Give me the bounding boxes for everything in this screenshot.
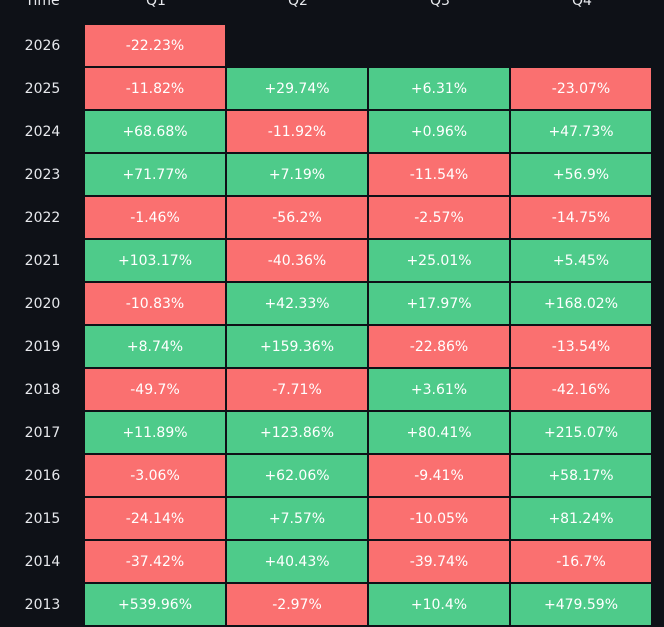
return-cell[interactable]: +103.17% (85, 240, 225, 281)
return-cell[interactable]: -22.23% (85, 25, 225, 66)
return-cell[interactable]: +11.89% (85, 412, 225, 453)
return-cell[interactable]: +62.06% (227, 455, 367, 496)
return-cell[interactable]: +7.19% (227, 154, 367, 195)
return-cell[interactable]: -40.36% (227, 240, 367, 281)
header-q3[interactable]: Q3 (430, 0, 450, 9)
return-cell[interactable]: -49.7% (85, 369, 225, 410)
return-cell[interactable]: +3.61% (369, 369, 509, 410)
return-cell[interactable]: +68.68% (85, 111, 225, 152)
empty-cell (369, 25, 509, 66)
return-cell[interactable]: +58.17% (511, 455, 651, 496)
return-cell[interactable]: +123.86% (227, 412, 367, 453)
return-cell[interactable]: +6.31% (369, 68, 509, 109)
table-row: 2025 -11.82% +29.74% +6.31% -23.07% (0, 68, 664, 109)
return-cell[interactable]: -11.92% (227, 111, 367, 152)
year-label: 2026 (24, 37, 61, 54)
header-time[interactable]: Time (25, 0, 60, 9)
return-cell[interactable]: +5.45% (511, 240, 651, 281)
return-cell[interactable]: -37.42% (85, 541, 225, 582)
return-cell[interactable]: +10.4% (369, 584, 509, 625)
table-row: 2022 -1.46% -56.2% -2.57% -14.75% (0, 197, 664, 238)
return-cell[interactable]: +81.24% (511, 498, 651, 539)
return-cell[interactable]: -2.57% (369, 197, 509, 238)
table-row: 2015 -24.14% +7.57% -10.05% +81.24% (0, 498, 664, 539)
return-cell[interactable]: +17.97% (369, 283, 509, 324)
return-cell[interactable]: -10.83% (85, 283, 225, 324)
return-cell[interactable]: +479.59% (511, 584, 651, 625)
return-cell[interactable]: -24.14% (85, 498, 225, 539)
year-label: 2020 (24, 295, 61, 312)
return-cell[interactable]: +215.07% (511, 412, 651, 453)
year-label: 2017 (24, 424, 61, 441)
year-label: 2025 (24, 80, 61, 97)
return-cell[interactable]: -3.06% (85, 455, 225, 496)
return-cell[interactable]: +25.01% (369, 240, 509, 281)
year-label: 2021 (24, 252, 61, 269)
year-label: 2018 (24, 381, 61, 398)
return-cell[interactable]: +56.9% (511, 154, 651, 195)
return-cell[interactable]: -1.46% (85, 197, 225, 238)
empty-cell (511, 25, 651, 66)
year-label: 2016 (24, 467, 61, 484)
return-cell[interactable]: -56.2% (227, 197, 367, 238)
return-cell[interactable]: -23.07% (511, 68, 651, 109)
table-row: 2016 -3.06% +62.06% -9.41% +58.17% (0, 455, 664, 496)
return-cell[interactable]: +7.57% (227, 498, 367, 539)
table-row: 2014 -37.42% +40.43% -39.74% -16.7% (0, 541, 664, 582)
table-row: 2021 +103.17% -40.36% +25.01% +5.45% (0, 240, 664, 281)
return-cell[interactable]: +539.96% (85, 584, 225, 625)
table-row: 2026 -22.23% (0, 25, 664, 66)
table-row: 2019 +8.74% +159.36% -22.86% -13.54% (0, 326, 664, 367)
return-cell[interactable]: -14.75% (511, 197, 651, 238)
return-cell[interactable]: +80.41% (369, 412, 509, 453)
return-cell[interactable]: -13.54% (511, 326, 651, 367)
table-row: 2018 -49.7% -7.71% +3.61% -42.16% (0, 369, 664, 410)
table-row: 2020 -10.83% +42.33% +17.97% +168.02% (0, 283, 664, 324)
return-cell[interactable]: -22.86% (369, 326, 509, 367)
return-cell[interactable]: +0.96% (369, 111, 509, 152)
empty-cell (227, 25, 367, 66)
return-cell[interactable]: +159.36% (227, 326, 367, 367)
return-cell[interactable]: +168.02% (511, 283, 651, 324)
return-cell[interactable]: -2.97% (227, 584, 367, 625)
header-q2[interactable]: Q2 (288, 0, 308, 9)
return-cell[interactable]: -16.7% (511, 541, 651, 582)
return-cell[interactable]: -11.54% (369, 154, 509, 195)
return-cell[interactable]: -11.82% (85, 68, 225, 109)
year-label: 2013 (24, 596, 61, 613)
table-row: 2017 +11.89% +123.86% +80.41% +215.07% (0, 412, 664, 453)
header-q1[interactable]: Q1 (146, 0, 166, 9)
return-cell[interactable]: -9.41% (369, 455, 509, 496)
year-label: 2024 (24, 123, 61, 140)
return-cell[interactable]: -7.71% (227, 369, 367, 410)
table-row: 2013 +539.96% -2.97% +10.4% +479.59% (0, 584, 664, 625)
table-header: Time Q1 Q2 Q3 Q4 (0, 0, 664, 21)
return-cell[interactable]: +47.73% (511, 111, 651, 152)
return-cell[interactable]: -10.05% (369, 498, 509, 539)
return-cell[interactable]: +71.77% (85, 154, 225, 195)
table-row: 2023 +71.77% +7.19% -11.54% +56.9% (0, 154, 664, 195)
year-label: 2014 (24, 553, 61, 570)
year-label: 2015 (24, 510, 61, 527)
return-cell[interactable]: +8.74% (85, 326, 225, 367)
table-body: 2026 -22.23% 2025 -11.82% +29.74% +6.31% -23.0… (0, 25, 664, 625)
return-cell[interactable]: +40.43% (227, 541, 367, 582)
year-label: 2019 (24, 338, 61, 355)
header-q4[interactable]: Q4 (572, 0, 592, 9)
return-cell[interactable]: +29.74% (227, 68, 367, 109)
table-row: 2024 +68.68% -11.92% +0.96% +47.73% (0, 111, 664, 152)
year-label: 2022 (24, 209, 61, 226)
year-label: 2023 (24, 166, 61, 183)
return-cell[interactable]: +42.33% (227, 283, 367, 324)
return-cell[interactable]: -42.16% (511, 369, 651, 410)
return-cell[interactable]: -39.74% (369, 541, 509, 582)
